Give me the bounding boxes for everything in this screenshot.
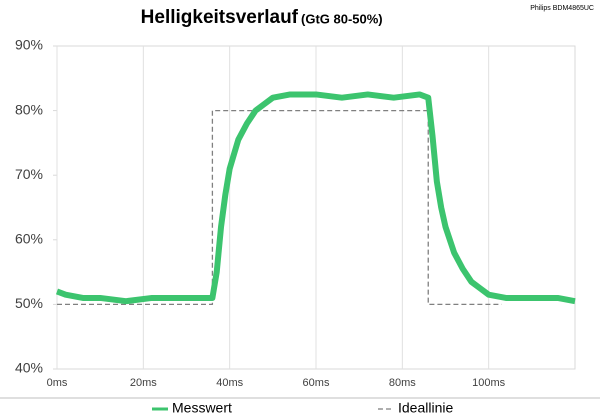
x-tick-label: 40ms <box>216 377 243 389</box>
legend-label: Ideallinie <box>398 400 453 416</box>
series-line <box>55 91 576 305</box>
chart-note: Philips BDM4865UC <box>530 5 594 12</box>
x-tick-label: 80ms <box>389 377 416 389</box>
y-tick-label: 90% <box>15 37 43 53</box>
x-tick-label: 20ms <box>130 377 157 389</box>
y-tick-label: 50% <box>15 295 43 311</box>
legend-label: Messwert <box>172 400 232 416</box>
y-tick-label: 40% <box>15 360 43 376</box>
x-tick-label: 100ms <box>472 377 506 389</box>
series-line <box>57 109 502 306</box>
y-tick-label: 80% <box>15 101 43 117</box>
x-tick-label: 60ms <box>303 377 330 389</box>
x-tick-label: 0ms <box>47 377 68 389</box>
y-tick-label: 70% <box>15 166 43 182</box>
chart-subtitle: (GtG 80-50%) <box>301 11 383 26</box>
y-tick-label: 60% <box>15 231 43 247</box>
chart-title: Helligkeitsverlauf <box>141 7 299 28</box>
